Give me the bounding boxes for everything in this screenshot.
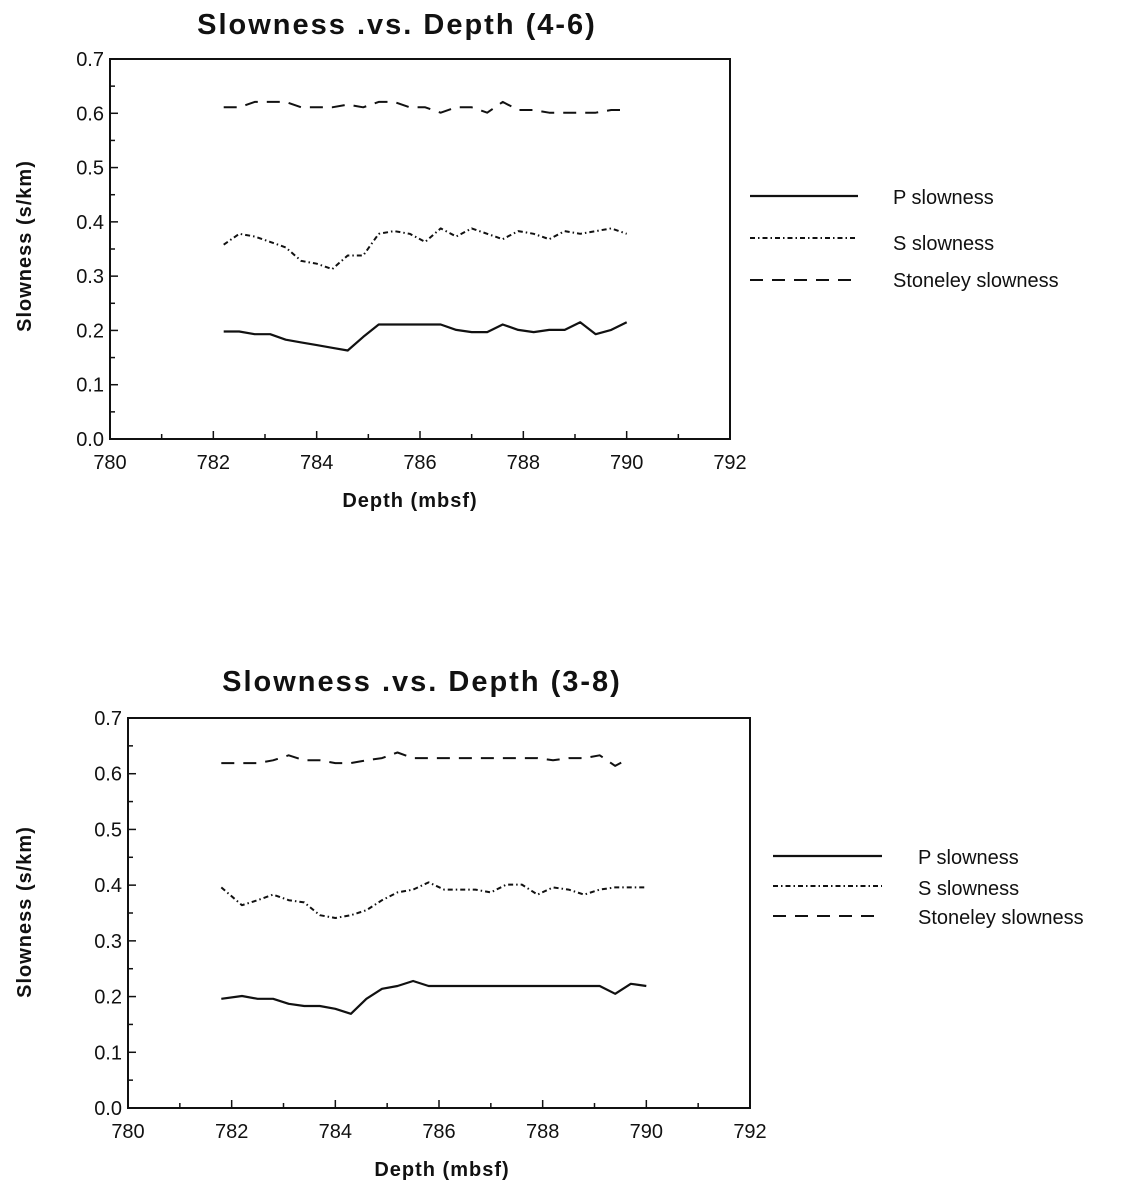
y-tick-label: 0.7 bbox=[76, 49, 104, 71]
chart-slowness-depth-4-6: Slowness .vs. Depth (4-6) 0.00.10.20.30.… bbox=[14, 9, 1059, 512]
legend: P slowness S slowness Stoneley slowness bbox=[750, 187, 1059, 292]
x-tick-label: 780 bbox=[111, 1121, 144, 1143]
y-axis-title: Slowness (s/km) bbox=[14, 160, 36, 332]
y-tick-label: 0.1 bbox=[76, 375, 104, 397]
y-tick-label: 0.2 bbox=[94, 987, 122, 1009]
series-line-stoneley-slowness bbox=[221, 751, 627, 767]
x-tick-label: 792 bbox=[713, 452, 746, 474]
y-tick-label: 0.0 bbox=[94, 1098, 122, 1120]
x-tick-label: 790 bbox=[630, 1121, 663, 1143]
x-tick-label: 788 bbox=[507, 452, 540, 474]
y-axis: 0.0 0.1 0.2 0.3 0.4 0.5 0.6 0.7 bbox=[94, 708, 136, 1120]
y-tick-label: 0.3 bbox=[94, 931, 122, 953]
x-axis-title: Depth (mbsf) bbox=[342, 490, 477, 512]
x-tick-label: 790 bbox=[610, 452, 643, 474]
legend-label-s-slowness: S slowness bbox=[918, 878, 1019, 900]
series-layer bbox=[220, 751, 647, 1015]
x-tick-label: 780 bbox=[93, 452, 126, 474]
y-tick-label: 0.0 bbox=[76, 429, 104, 451]
y-tick-label: 0.2 bbox=[76, 320, 104, 342]
chart-title: Slowness .vs. Depth (3-8) bbox=[222, 666, 622, 698]
y-axis: 0.0 0.1 0.2 0.3 0.4 0.5 0.6 0.7 bbox=[76, 49, 118, 451]
legend-label-s-slowness: S slowness bbox=[893, 233, 994, 255]
legend-label-p-slowness: P slowness bbox=[918, 847, 1019, 869]
series-line-s-slowness bbox=[220, 881, 647, 919]
y-tick-label: 0.6 bbox=[94, 764, 122, 786]
legend-label-stoneley-slowness: Stoneley slowness bbox=[893, 270, 1059, 292]
series-layer bbox=[223, 100, 628, 352]
x-axis: 780 782 784 786 788 790 792 bbox=[93, 431, 747, 474]
series-line-s-slowness bbox=[223, 227, 628, 271]
x-tick-label: 782 bbox=[197, 452, 230, 474]
series-line-stoneley-slowness bbox=[223, 100, 627, 114]
y-tick-label: 0.6 bbox=[76, 103, 104, 125]
y-tick-label: 0.7 bbox=[94, 708, 122, 730]
legend-label-stoneley-slowness: Stoneley slowness bbox=[918, 907, 1084, 929]
x-axis-title: Depth (mbsf) bbox=[374, 1159, 509, 1181]
plot-frame bbox=[127, 717, 751, 1109]
y-tick-label: 0.5 bbox=[76, 158, 104, 180]
x-tick-label: 786 bbox=[403, 452, 436, 474]
x-tick-label: 788 bbox=[526, 1121, 559, 1143]
y-tick-label: 0.1 bbox=[94, 1042, 122, 1064]
x-axis: 780 782 784 786 788 790 792 bbox=[111, 1100, 767, 1143]
y-tick-label: 0.4 bbox=[94, 875, 122, 897]
x-tick-label: 782 bbox=[215, 1121, 248, 1143]
x-tick-label: 786 bbox=[422, 1121, 455, 1143]
y-tick-label: 0.3 bbox=[76, 266, 104, 288]
y-axis-title: Slowness (s/km) bbox=[14, 826, 36, 998]
x-tick-label: 792 bbox=[733, 1121, 766, 1143]
chart-title: Slowness .vs. Depth (4-6) bbox=[197, 9, 597, 41]
series-line-p-slowness bbox=[223, 321, 628, 352]
legend: P slowness S slowness Stoneley slowness bbox=[773, 847, 1084, 929]
y-tick-label: 0.4 bbox=[76, 212, 104, 234]
x-tick-label: 784 bbox=[300, 452, 333, 474]
x-tick-label: 784 bbox=[319, 1121, 352, 1143]
legend-label-p-slowness: P slowness bbox=[893, 187, 994, 209]
chart-slowness-depth-3-8: Slowness .vs. Depth (3-8) 0.00.10.20.30.… bbox=[14, 666, 1084, 1181]
y-tick-label: 0.5 bbox=[94, 819, 122, 841]
plot-frame bbox=[109, 58, 731, 440]
series-line-p-slowness bbox=[221, 979, 647, 1015]
